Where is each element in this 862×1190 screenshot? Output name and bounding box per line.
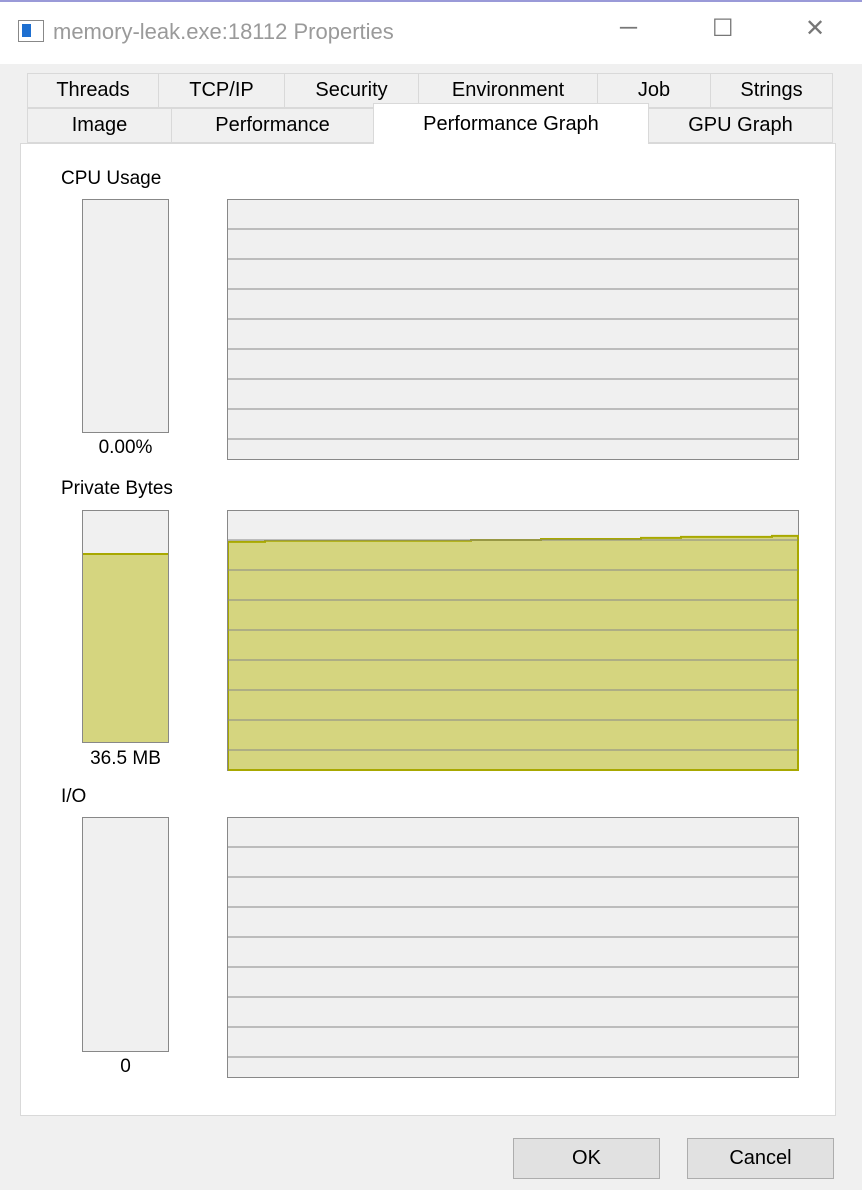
minimize-button[interactable]: ─ (620, 14, 638, 41)
private-bytes-meter (82, 510, 169, 743)
app-icon (18, 20, 44, 42)
cpu-usage-meter (82, 199, 169, 433)
tab-security[interactable]: Security (284, 73, 419, 108)
io-value: 0 (120, 1056, 131, 1077)
tab-gpu-graph[interactable]: GPU Graph (648, 108, 833, 143)
close-button[interactable]: ✕ (805, 15, 826, 42)
tab-performance[interactable]: Performance (171, 108, 374, 143)
private-bytes-graph (227, 510, 799, 771)
private-bytes-area (228, 534, 799, 771)
io-graph (227, 817, 799, 1078)
cancel-button[interactable]: Cancel (687, 1138, 834, 1179)
ok-button[interactable]: OK (513, 1138, 660, 1179)
tab-performance-graph[interactable]: Performance Graph (373, 103, 649, 144)
tab-image[interactable]: Image (27, 108, 172, 143)
title-bar (0, 0, 862, 64)
private-bytes-meter-fill (83, 552, 168, 742)
cpu-usage-value: 0.00% (98, 437, 153, 458)
tab-environment[interactable]: Environment (418, 73, 598, 108)
io-meter (82, 817, 169, 1052)
tab-job[interactable]: Job (597, 73, 711, 108)
maximize-button[interactable]: ☐ (712, 15, 734, 42)
window-title: memory-leak.exe:18112 Properties (53, 19, 394, 44)
io-label: I/O (61, 786, 87, 807)
tab-threads[interactable]: Threads (27, 73, 159, 108)
cpu-usage-label: CPU Usage (61, 168, 162, 189)
tab-tcpip[interactable]: TCP/IP (158, 73, 285, 108)
private-bytes-label: Private Bytes (61, 478, 173, 499)
tab-strings[interactable]: Strings (710, 73, 833, 108)
private-bytes-value: 36.5 MB (90, 748, 161, 769)
cpu-usage-graph (227, 199, 799, 460)
